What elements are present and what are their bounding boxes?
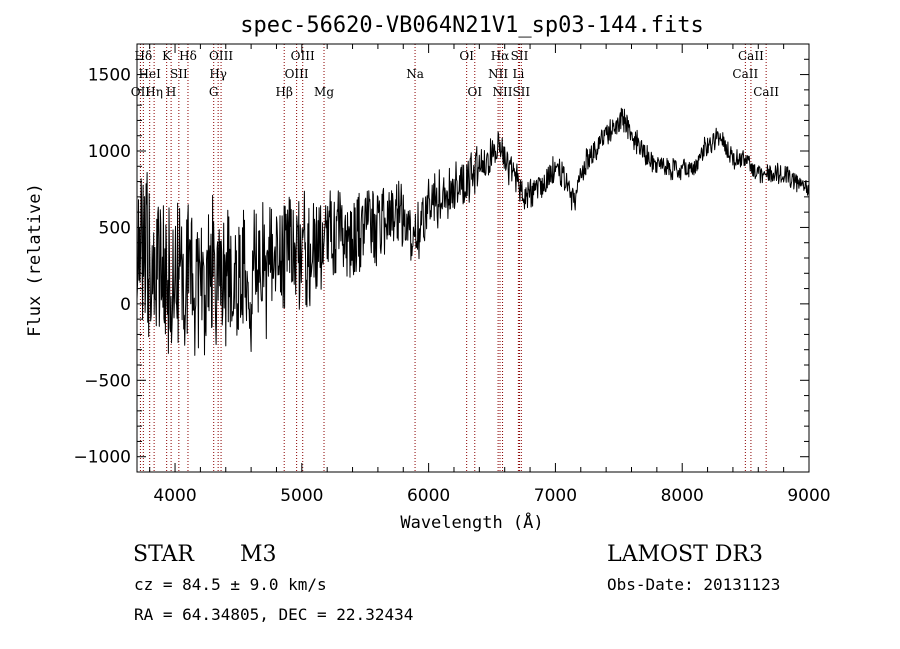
survey-name: LAMOST DR3 bbox=[607, 542, 763, 567]
object-subclass: M3 bbox=[240, 542, 277, 567]
coordinates-line: RA = 64.34805, DEC = 22.32434 bbox=[134, 605, 413, 624]
y-tick-label: −500 bbox=[84, 371, 131, 391]
line-marker-label: Hδ bbox=[179, 49, 197, 63]
redshift-line: cz = 84.5 ± 9.0 km/s bbox=[134, 575, 327, 594]
y-tick-label: 1000 bbox=[88, 142, 131, 162]
line-marker-label: H bbox=[166, 85, 176, 99]
x-axis: 4000 5000 6000 7000 8000 9000 bbox=[149, 44, 831, 506]
line-marker-label: CaII bbox=[753, 85, 779, 99]
y-tick-label: 500 bbox=[99, 218, 131, 238]
line-marker-label: OIII bbox=[209, 49, 233, 63]
y-tick-label: 0 bbox=[120, 295, 131, 315]
line-marker-label: OIII bbox=[291, 49, 315, 63]
line-marker-label: OIII bbox=[285, 67, 309, 81]
line-marker-label: OI bbox=[459, 49, 474, 63]
chart-title: spec-56620-VB064N21V1_sp03-144.fits bbox=[240, 13, 704, 38]
object-class: STAR bbox=[133, 542, 195, 567]
line-marker-label: NII bbox=[493, 85, 513, 99]
line-marker-label: Hγ bbox=[209, 67, 227, 81]
line-marker-label: NII bbox=[488, 67, 508, 81]
spectrum-line bbox=[136, 107, 810, 356]
line-marker-label: Hδ bbox=[134, 49, 152, 63]
spectrum-series bbox=[136, 107, 810, 356]
spectral-line-labels: Hδ OII HeI Hη K SII H Hδ OIII Hγ G Hβ OIII OIII Mg Na OI… bbox=[131, 49, 780, 99]
line-marker-label: K bbox=[162, 49, 172, 63]
line-marker-label: CaII bbox=[738, 49, 764, 63]
x-tick-label: 7000 bbox=[534, 486, 577, 506]
line-marker-label: Na bbox=[406, 67, 424, 81]
line-marker-label: SII bbox=[511, 49, 529, 63]
line-marker-label: OII bbox=[131, 85, 151, 99]
line-marker-label: Hη bbox=[145, 85, 163, 99]
line-marker-label: G bbox=[209, 85, 219, 99]
y-tick-label: −1000 bbox=[73, 448, 131, 468]
x-axis-label: Wavelength (Å) bbox=[400, 511, 543, 533]
x-tick-label: 4000 bbox=[153, 486, 196, 506]
line-marker-label: Li bbox=[512, 67, 524, 81]
line-marker-label: HeI bbox=[139, 67, 162, 81]
observation-date: Obs-Date: 20131123 bbox=[607, 575, 780, 594]
x-tick-label: 8000 bbox=[661, 486, 704, 506]
y-axis-label: Flux (relative) bbox=[25, 183, 45, 337]
line-marker-label: Mg bbox=[314, 85, 334, 99]
line-marker-label: Hβ bbox=[276, 85, 293, 99]
line-marker-label: SII bbox=[512, 85, 530, 99]
line-marker-label: Hα bbox=[491, 49, 510, 63]
x-tick-label: 9000 bbox=[787, 486, 830, 506]
x-tick-label: 6000 bbox=[407, 486, 450, 506]
y-tick-label: 1500 bbox=[88, 66, 131, 86]
line-marker-label: CaII bbox=[732, 67, 758, 81]
line-marker-label: SII bbox=[170, 67, 188, 81]
y-axis: −1000 −500 0 500 1000 1500 bbox=[73, 58, 809, 468]
line-marker-label: OI bbox=[467, 85, 482, 99]
x-tick-label: 5000 bbox=[280, 486, 323, 506]
